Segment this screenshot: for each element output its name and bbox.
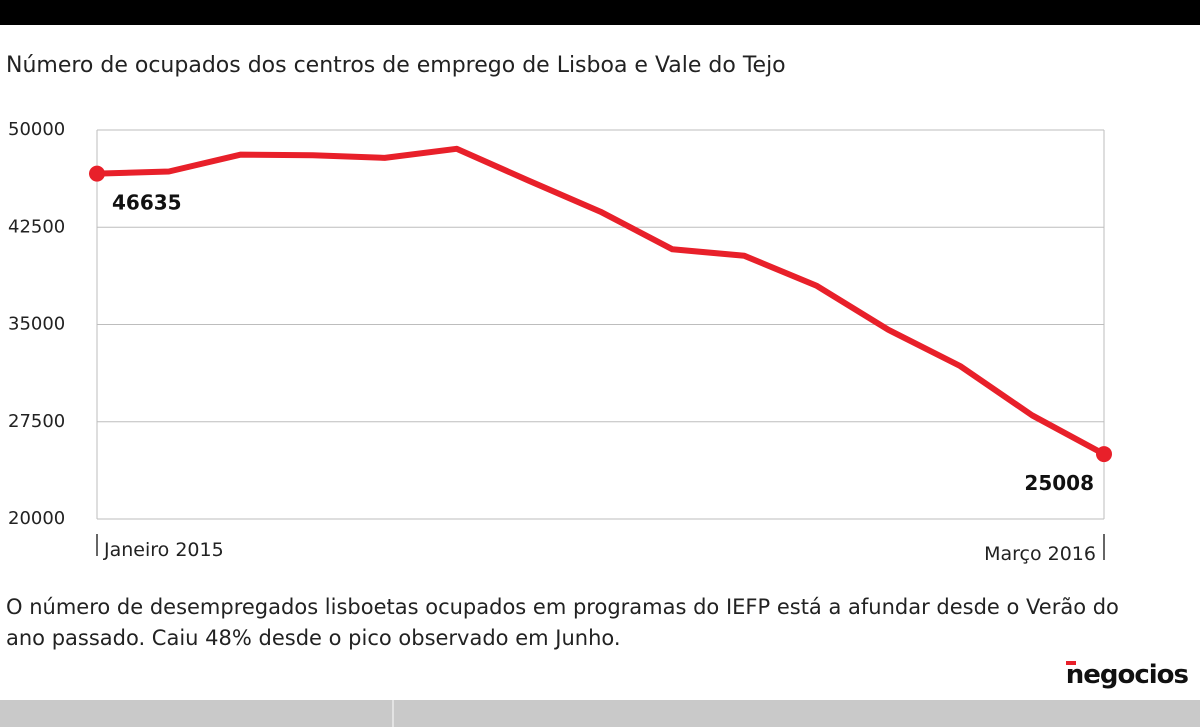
x-tick-label: Janeiro 2015 — [103, 539, 224, 561]
footer-divider — [392, 700, 394, 727]
footer-bar — [0, 700, 1200, 727]
y-tick-label: 20000 — [8, 508, 65, 529]
y-tick-label: 35000 — [8, 314, 65, 335]
line-chart: 50000 42500 35000 27500 20000 Janeiro 2015 Ma… — [8, 119, 1112, 565]
y-tick-label: 42500 — [8, 216, 65, 237]
logo-text: negocios — [1065, 660, 1189, 690]
data-label: 46635 — [112, 191, 182, 215]
x-axis-ticks: Janeiro 2015 Março 2016 — [96, 534, 1105, 565]
grid — [96, 129, 1105, 520]
y-tick-label: 27500 — [8, 411, 65, 432]
negocios-logo: negocios — [1065, 660, 1189, 690]
y-tick-label: 50000 — [8, 119, 65, 140]
x-tick-label: Março 2016 — [984, 543, 1096, 565]
series-line — [94, 145, 1107, 458]
chart-caption: O número de desempregados lisboetas ocup… — [6, 595, 1119, 650]
series-point — [1096, 446, 1112, 463]
series-point — [89, 165, 105, 182]
y-axis-ticks: 50000 42500 35000 27500 20000 — [8, 119, 65, 529]
chart-title: Programas do IEFP afundam — [6, 0, 518, 24]
chart-subtitle: Número de ocupados dos centros de empreg… — [6, 53, 786, 78]
top-bar — [0, 0, 1200, 25]
annotations: 46635 25008 — [112, 191, 1094, 495]
logo-accent-bar — [1065, 661, 1076, 665]
series-points — [89, 165, 1112, 463]
data-label: 25008 — [1024, 471, 1094, 495]
